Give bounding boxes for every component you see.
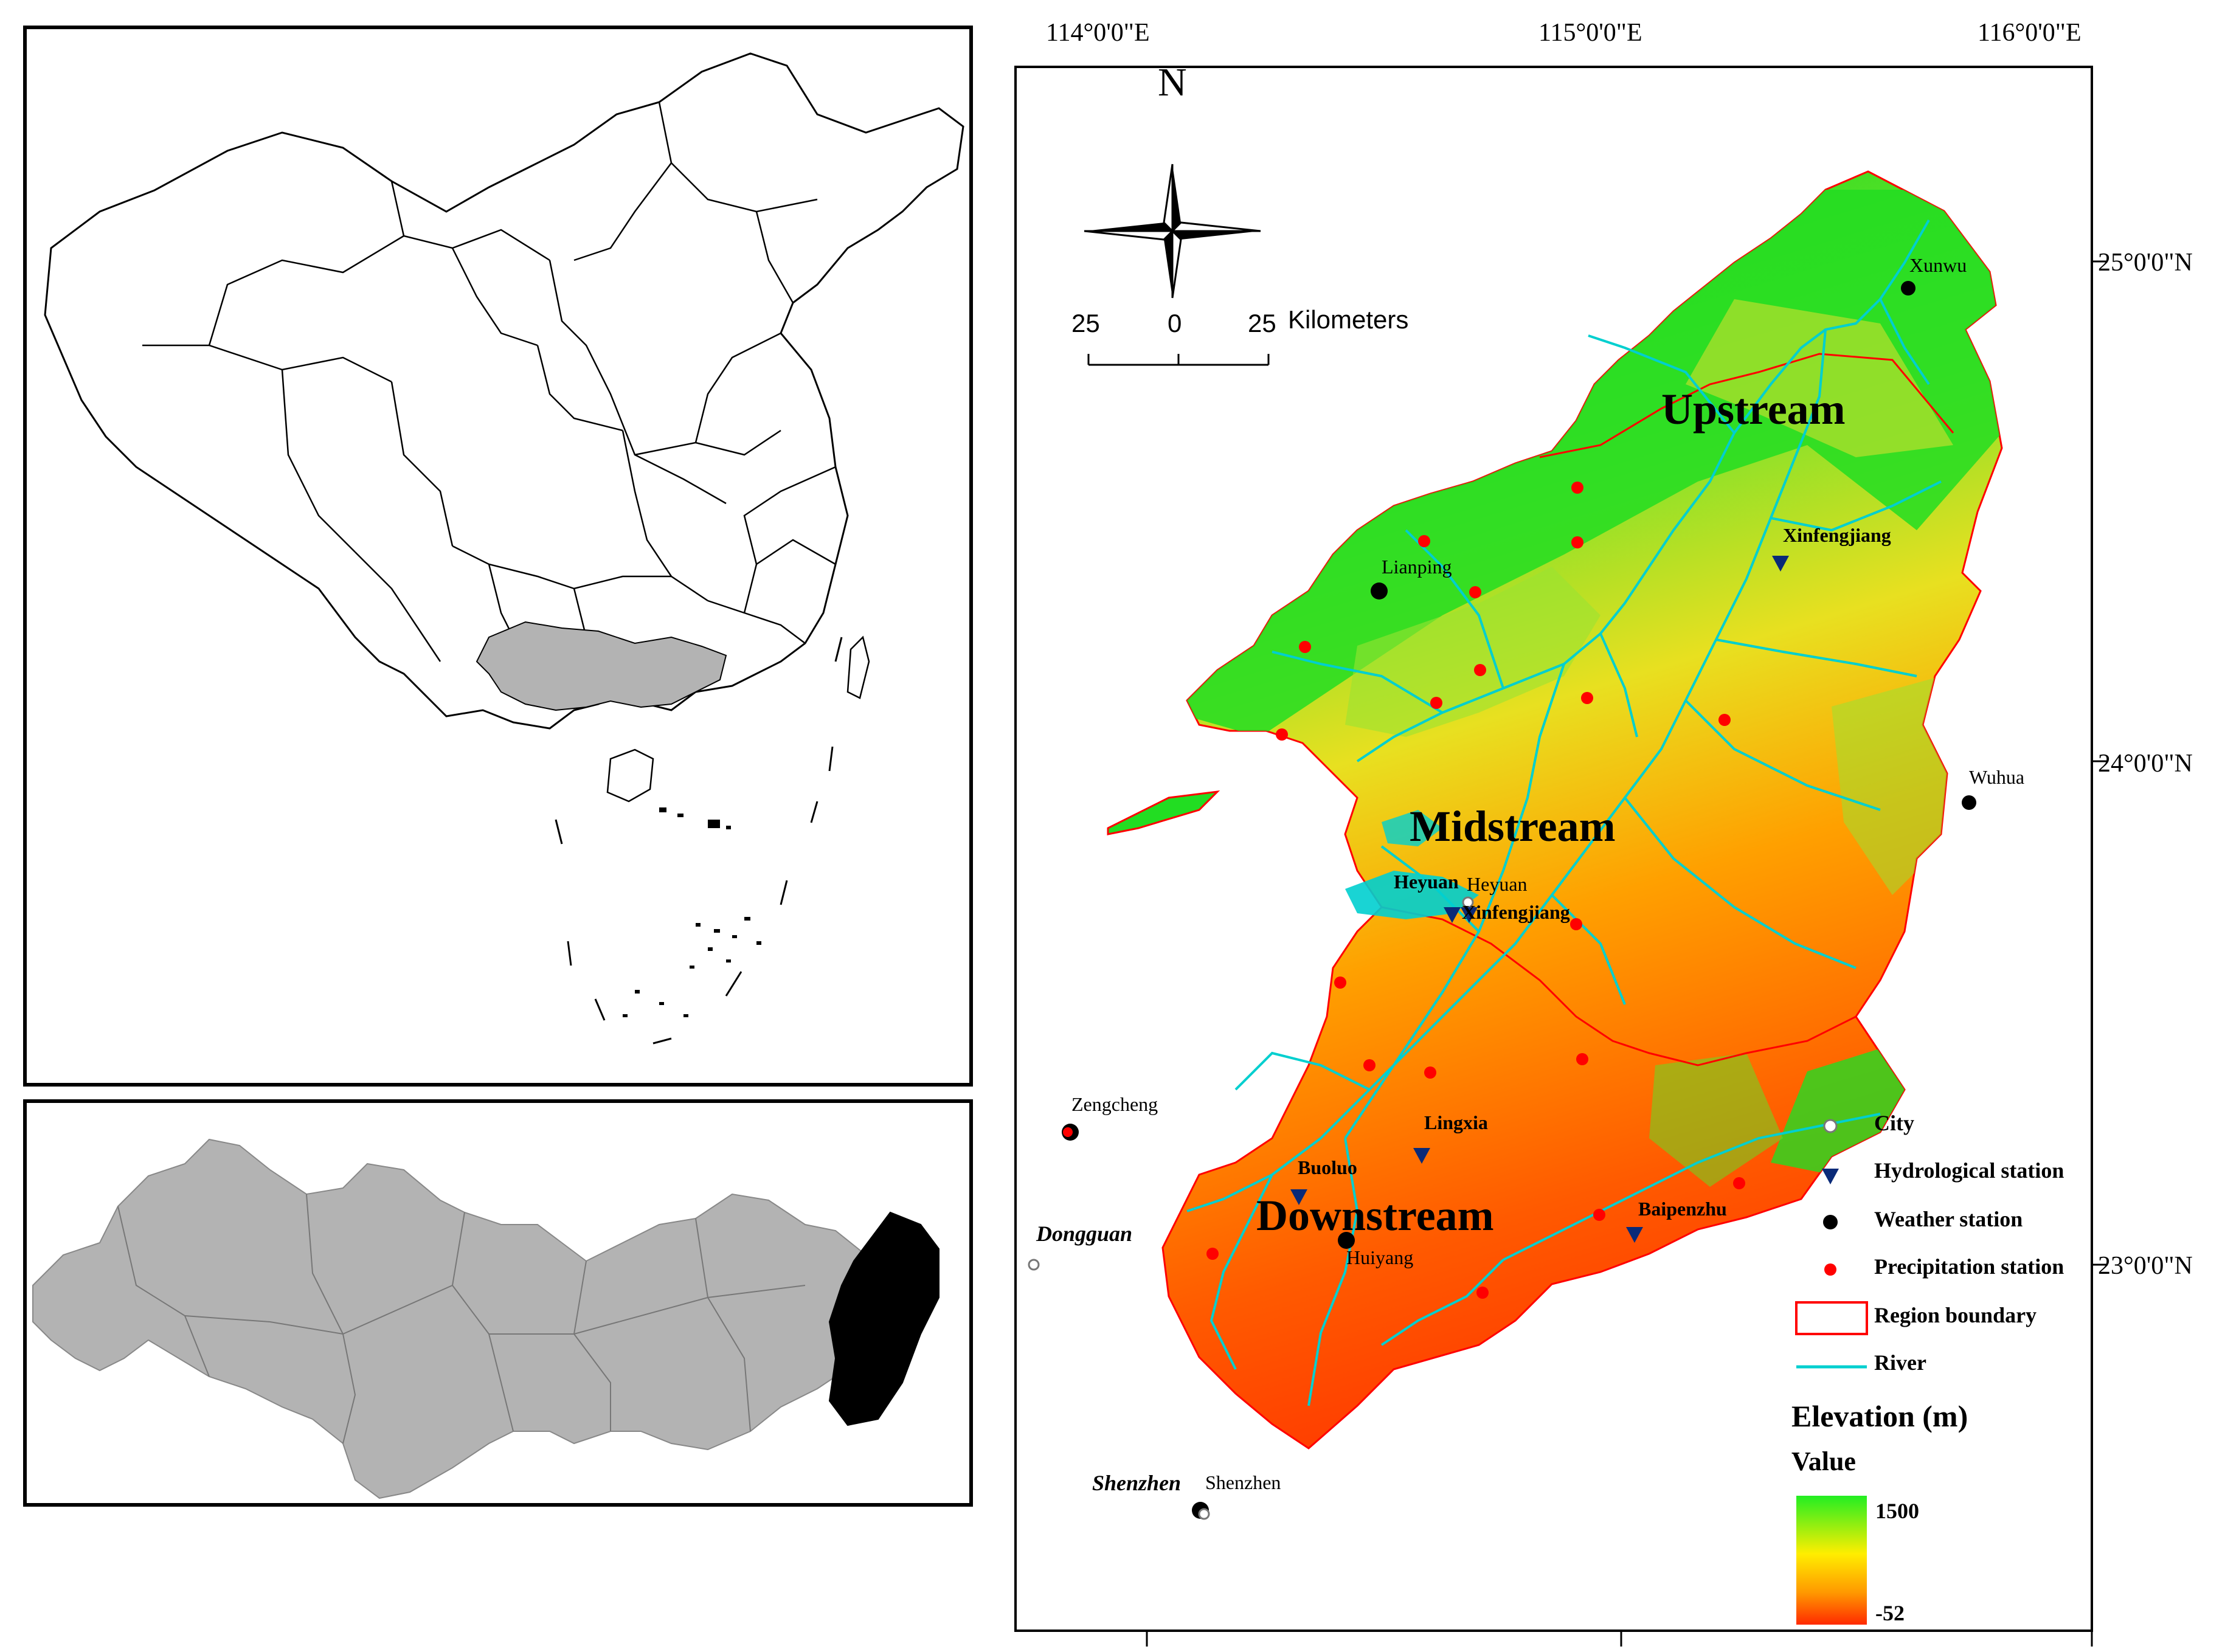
hydro-station-xinfengjiang-up [1772, 556, 1789, 572]
lon-label-115: 115°0'0"E [1538, 19, 1642, 47]
nine-dash-line [555, 637, 843, 1045]
pearl-river-basin-inset [23, 1099, 973, 1507]
basin-inset-svg [32, 1138, 940, 1499]
place-label-zengcheng: Zengcheng [1071, 1093, 1158, 1115]
legend-hydro-symbol [1822, 1169, 1839, 1184]
legend-river-label: River [1874, 1350, 1926, 1375]
hydro-station-xinfengjiang-mid [1461, 907, 1478, 923]
lon-label-114: 114°0'0"E [1046, 19, 1150, 47]
legend-symbols [1795, 1119, 1868, 1625]
lon-label-116: 116°0'0"E [1978, 19, 2082, 47]
compass-rose [1084, 164, 1261, 299]
scale-unit: Kilometers [1288, 305, 1409, 334]
region-boundaries [1381, 353, 1954, 1066]
legend-min-value: -52 [1875, 1601, 1905, 1625]
station-label-buoluo: Buoluo [1298, 1156, 1357, 1178]
province-boundaries [142, 102, 836, 675]
scale-left: 25 [1071, 309, 1100, 337]
place-label-wuhua: Wuhua [1969, 766, 2025, 788]
weather-station-huiyang [1338, 1232, 1355, 1249]
hydro-station-buoluo [1290, 1189, 1307, 1205]
river-network [1186, 219, 1942, 1406]
scale-bar-line [1087, 354, 1270, 366]
bottom-ticks [1146, 1632, 2093, 1647]
legend-value-label: Value [1791, 1446, 1856, 1476]
scale-center: 0 [1168, 309, 1182, 337]
station-label-xinfengjiang-up: Xinfengjiang [1783, 524, 1891, 546]
right-ticks [2093, 260, 2108, 1266]
place-label-shenzhen-city: Shenzhen [1205, 1471, 1281, 1493]
region-label-midstream: Midstream [1410, 802, 1616, 851]
taiwan-island [846, 635, 870, 699]
legend-precip-symbol [1824, 1263, 1836, 1276]
place-label-huiyang: Huiyang [1346, 1246, 1414, 1268]
weather-station-xunwu [1901, 281, 1915, 295]
station-label-xinfengjiang-mid: Xinfengjiang [1462, 901, 1570, 923]
legend-city-label: City [1874, 1111, 1914, 1135]
place-label-xunwu: Xunwu [1909, 254, 1967, 276]
south-china-sea-islands [623, 807, 761, 1017]
compass-north-label: N [1158, 60, 1187, 105]
study-area-svg [1028, 164, 2003, 1625]
legend-elevation-title: Elevation (m) [1791, 1399, 1968, 1433]
place-label-lianping: Lianping [1382, 556, 1452, 578]
scale-right: 25 [1248, 309, 1276, 337]
pearl-river-basin-highlight [476, 621, 727, 711]
china-overview-map [23, 26, 973, 1087]
hydro-station-heyuan [1444, 907, 1461, 923]
place-label-shenzhen: Shenzhen [1092, 1471, 1182, 1495]
station-label-baipenzhu: Baipenzhu [1638, 1198, 1727, 1220]
map-symbols [1028, 281, 1976, 1520]
station-label-heyuan: Heyuan [1394, 871, 1459, 893]
legend-max-value: 1500 [1875, 1499, 1919, 1523]
study-area-map-frame [1014, 66, 2093, 1632]
lat-label-24: 24°0'0"N [2098, 750, 2193, 778]
place-label-dongguan: Dongguan [1036, 1222, 1133, 1246]
hydro-station-lingxia [1413, 1148, 1430, 1164]
legend-precip-label: Precipitation station [1874, 1254, 2064, 1279]
western-arm [1107, 790, 1220, 835]
sub-basin-boundaries [117, 1194, 806, 1444]
hydro-station-baipenzhu [1626, 1227, 1643, 1243]
legend-weather-label: Weather station [1874, 1207, 2023, 1231]
weather-station-wuhua [1962, 795, 1976, 810]
hainan-island [606, 748, 654, 803]
legend-weather-symbol [1823, 1215, 1838, 1229]
lat-label-25: 25°0'0"N [2098, 249, 2193, 277]
legend-city-symbol [1823, 1119, 1838, 1133]
china-country-outline [44, 52, 964, 730]
legend-elevation-ramp [1796, 1496, 1867, 1625]
china-outline-svg [44, 52, 964, 1045]
legend-region-boundary-symbol [1795, 1301, 1868, 1335]
upper-reservoir [1382, 810, 1442, 846]
city-shenzhen [1198, 1508, 1210, 1520]
station-label-lingxia: Lingxia [1424, 1111, 1488, 1133]
study-area-highlight [828, 1211, 940, 1426]
precipitation-stations [1063, 482, 1745, 1299]
city-dongguan [1028, 1259, 1040, 1271]
region-label-upstream: Upstream [1661, 385, 1846, 434]
lat-label-23: 23°0'0"N [2098, 1252, 2193, 1280]
weather-station-lianping [1371, 582, 1388, 600]
region-label-downstream: Downstream [1256, 1191, 1494, 1240]
legend-boundary-label: Region boundary [1874, 1303, 2037, 1327]
place-label-heyuan-city: Heyuan [1467, 873, 1528, 895]
basin-outline [32, 1138, 904, 1499]
legend-hydro-label: Hydrological station [1874, 1158, 2064, 1183]
